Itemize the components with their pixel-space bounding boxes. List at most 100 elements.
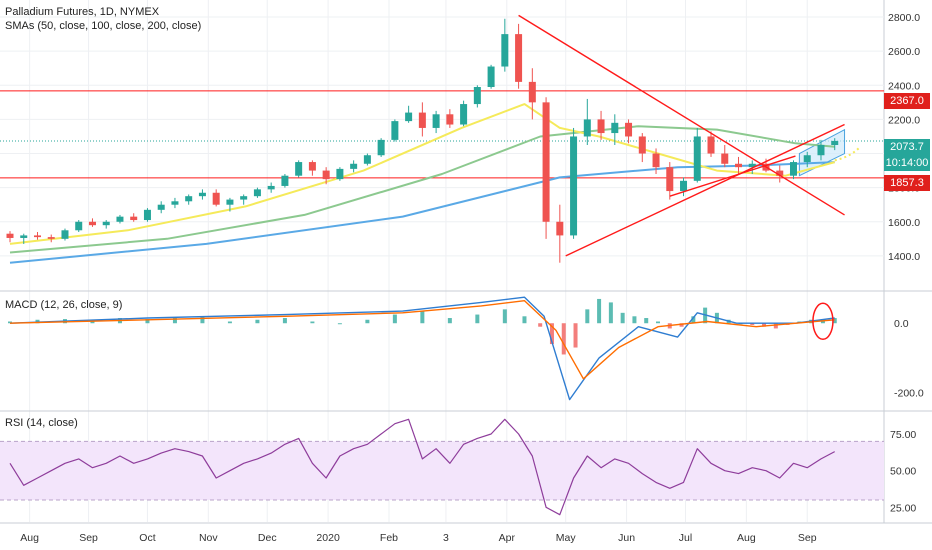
candle-body — [363, 155, 371, 164]
trendline-drawing — [518, 14, 845, 216]
macd-histogram-bar — [773, 323, 778, 329]
macd-histogram-bar — [145, 319, 150, 324]
sma-legend: SMAs (50, close, 100, close, 200, close) — [5, 20, 202, 32]
x-tick-label: May — [556, 532, 577, 544]
candle-body — [102, 221, 110, 226]
x-tick-label: Dec — [258, 532, 277, 544]
macd-histogram-bar — [561, 323, 566, 355]
macd-histogram-bar — [365, 319, 370, 324]
sma50-line — [9, 103, 835, 245]
candle-body — [707, 136, 715, 154]
candle-body — [75, 221, 83, 231]
rsi-axis-label: 50.00 — [890, 466, 916, 478]
candle-body — [212, 192, 220, 205]
rsi-axis-label: 25.00 — [890, 502, 916, 514]
candle-body — [308, 162, 316, 171]
macd-histogram-bar — [644, 318, 649, 324]
candle-body — [652, 153, 660, 168]
candle-body — [6, 233, 14, 238]
rsi-legend: RSI (14, close) — [5, 417, 78, 429]
candle-body — [336, 168, 344, 180]
candle-body — [116, 216, 124, 222]
current-price-tag: 2073.7 — [884, 139, 930, 155]
candle-body — [611, 122, 619, 134]
candle-body — [350, 163, 358, 169]
x-tick-label: Aug — [20, 532, 39, 544]
candle-body — [226, 199, 234, 205]
macd-histogram-bar — [392, 314, 397, 324]
macd-histogram-bar — [632, 316, 637, 324]
chart-title: Palladium Futures, 1D, NYMEX — [5, 6, 160, 18]
candle-body — [130, 216, 138, 221]
macd-histogram-bar — [255, 319, 260, 324]
candle-body — [570, 136, 578, 236]
candle-body — [817, 145, 825, 156]
price-axis-label: 2200.0 — [888, 114, 920, 126]
x-tick-label: Jun — [618, 532, 635, 544]
candle-body — [267, 185, 275, 190]
candle-body — [47, 237, 55, 239]
candle-body — [556, 221, 564, 236]
candle-body — [171, 201, 179, 205]
candle-body — [528, 81, 536, 103]
macd-line — [9, 296, 835, 401]
candle-body — [680, 180, 688, 192]
rsi-band — [0, 441, 884, 500]
macd-histogram-bar — [679, 323, 684, 327]
macd-histogram-bar — [573, 323, 578, 348]
candle-body — [391, 121, 399, 140]
candle-body — [405, 112, 413, 122]
candle-body — [789, 162, 797, 176]
price-axis-label: 2600.0 — [888, 46, 920, 58]
macd-histogram-bar — [337, 323, 342, 325]
highlight-circle — [812, 302, 834, 340]
candle-body — [157, 204, 165, 210]
candle-body — [460, 104, 468, 125]
macd-histogram-bar — [608, 302, 613, 324]
candle-body — [88, 221, 96, 226]
x-tick-label: Apr — [499, 532, 516, 544]
x-tick-label: Sep — [79, 532, 98, 544]
candle-body — [377, 139, 385, 156]
candle-body — [515, 34, 523, 82]
countdown-tag: 10:14:00 — [884, 155, 930, 171]
macd-histogram-bar — [597, 298, 602, 324]
candle-body — [803, 155, 811, 163]
macd-histogram-bar — [8, 321, 12, 324]
candle-body — [253, 189, 261, 197]
candle-body — [20, 235, 28, 238]
candle-body — [735, 163, 743, 168]
candle-body — [501, 34, 509, 67]
candle-body — [666, 167, 674, 192]
macd-histogram-bar — [549, 323, 554, 345]
candle-body — [542, 102, 550, 222]
macd-histogram-bar — [447, 318, 452, 324]
candle-body — [61, 230, 69, 239]
x-tick-label: Sep — [798, 532, 817, 544]
signal-line — [9, 300, 835, 380]
candle-body — [473, 87, 481, 105]
trendline-drawing — [669, 155, 796, 197]
candle-body — [831, 140, 839, 145]
candle-body — [597, 119, 605, 134]
candle-body — [432, 114, 440, 128]
macd-histogram-bar — [522, 316, 527, 324]
macd-histogram-bar — [172, 316, 177, 324]
macd-histogram-bar — [620, 312, 625, 324]
candle-body — [185, 196, 193, 202]
macd-histogram-bar — [502, 309, 507, 324]
x-tick-label: Feb — [380, 532, 398, 544]
macd-legend: MACD (12, 26, close, 9) — [5, 299, 123, 311]
macd-histogram-bar — [282, 318, 287, 324]
x-tick-label: Aug — [737, 532, 756, 544]
price-axis-label: 1400.0 — [888, 251, 920, 263]
macd-histogram-bar — [310, 321, 315, 324]
candle-body — [143, 209, 151, 221]
price-axis-label: 2400.0 — [888, 80, 920, 92]
macd-histogram-bar — [227, 321, 232, 324]
candle-body — [240, 196, 248, 200]
candle-body — [295, 162, 303, 176]
x-tick-label: Nov — [199, 532, 218, 544]
